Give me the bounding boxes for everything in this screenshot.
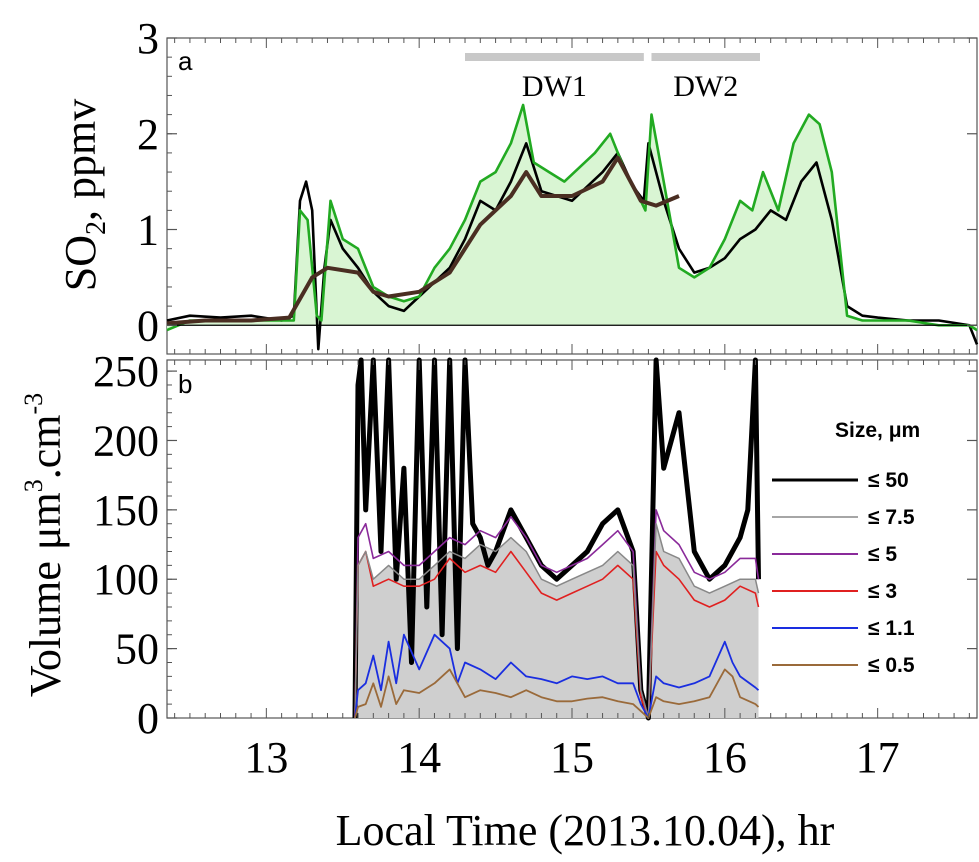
legend-entry-2: ≤ 5 bbox=[868, 543, 897, 566]
annotation-label-dw2: DW2 bbox=[673, 70, 738, 103]
series-le-50-line bbox=[352, 357, 761, 721]
panel-a-letter: a bbox=[178, 46, 193, 76]
legend-entry-0: ≤ 50 bbox=[868, 469, 909, 492]
so2-series-green-line bbox=[166, 103, 978, 332]
panel-a-y-axis-title: SO2, ppmv bbox=[56, 99, 112, 291]
panel-b-ytick-label: 250 bbox=[93, 347, 159, 396]
panel-b-y-ticks: 0 50 100 150 200 250 bbox=[93, 347, 977, 743]
legend-background bbox=[766, 455, 926, 690]
panel-a-ylabel-sub: 2 bbox=[81, 221, 112, 235]
panel-a-series bbox=[166, 103, 979, 351]
x-tick-label: 14 bbox=[397, 733, 441, 782]
so2-fill-area bbox=[167, 105, 977, 331]
legend-title: Size, μm bbox=[835, 419, 920, 442]
x-tick-label: 16 bbox=[703, 733, 747, 782]
panel-a-ylabel-rest: , ppmv bbox=[56, 99, 105, 221]
panel-b-letter: b bbox=[178, 369, 192, 399]
panel-a-ytick-label: 3 bbox=[137, 14, 159, 63]
x-tick-label: 17 bbox=[856, 733, 900, 782]
series-le-5-line bbox=[354, 509, 760, 719]
x-axis-title: Local Time (2013.10.04), hr bbox=[336, 806, 835, 855]
series-le-1-1-line bbox=[354, 633, 760, 719]
x-tick-label: 13 bbox=[244, 733, 288, 782]
panel-b-y-axis-title: Volume μm3.cm-3 bbox=[19, 393, 70, 697]
panel-a-ytick-label: 2 bbox=[137, 110, 159, 159]
series-le-0-5-line bbox=[354, 668, 760, 719]
panel-b-ytick-label: 100 bbox=[93, 555, 159, 604]
legend-entry-1: ≤ 7.5 bbox=[868, 506, 915, 529]
legend-entry-4: ≤ 1.1 bbox=[868, 617, 915, 640]
panel-a-annotations: DW1 DW2 bbox=[465, 53, 760, 103]
x-tick-label: 15 bbox=[550, 733, 594, 782]
panel-b-ytick-label: 50 bbox=[115, 625, 159, 674]
x-tick-labels: 13 14 15 16 17 bbox=[244, 733, 899, 782]
series-le-3-line bbox=[354, 550, 760, 719]
panel-a-y-ticks: 0 1 2 3 bbox=[137, 14, 977, 350]
panel-b-ytick-label: 200 bbox=[93, 416, 159, 465]
panel-b-ytick-label: 150 bbox=[93, 486, 159, 535]
annotation-label-dw1: DW1 bbox=[522, 70, 587, 103]
legend-entry-5: ≤ 0.5 bbox=[868, 654, 915, 677]
panel-a-ytick-label: 1 bbox=[137, 206, 159, 255]
panel-a-ytick-label: 0 bbox=[137, 301, 159, 350]
panel-b: b 0 50 100 150 200 250 Volume μm3.cm-3 Size, … bbox=[19, 347, 978, 743]
panel-a-x-ticks bbox=[174, 38, 970, 354]
panel-b-series bbox=[352, 357, 761, 721]
panel-b-ylabel-sup2: -3 bbox=[19, 393, 48, 415]
panel-b-ylabel-mid: .cm bbox=[21, 415, 70, 480]
annotation-bar-dw2 bbox=[651, 53, 760, 61]
series-le-7-5-line bbox=[354, 522, 760, 719]
panel-a-ylabel-main: SO bbox=[56, 235, 105, 291]
panel-b-x-ticks bbox=[174, 360, 970, 718]
panel-b-ytick-label: 0 bbox=[137, 694, 159, 743]
so2-series-brown-line bbox=[166, 155, 680, 326]
panel-b-ylabel-sup: 3 bbox=[19, 479, 48, 492]
panel-b-ylabel-main: Volume μm bbox=[21, 492, 70, 697]
legend: Size, μm ≤ 50 ≤ 7.5 ≤ 5 ≤ 3 ≤ 1.1 ≤ 0.5 bbox=[766, 419, 926, 690]
legend-entry-3: ≤ 3 bbox=[868, 580, 897, 603]
annotation-bar-dw1 bbox=[465, 53, 644, 61]
